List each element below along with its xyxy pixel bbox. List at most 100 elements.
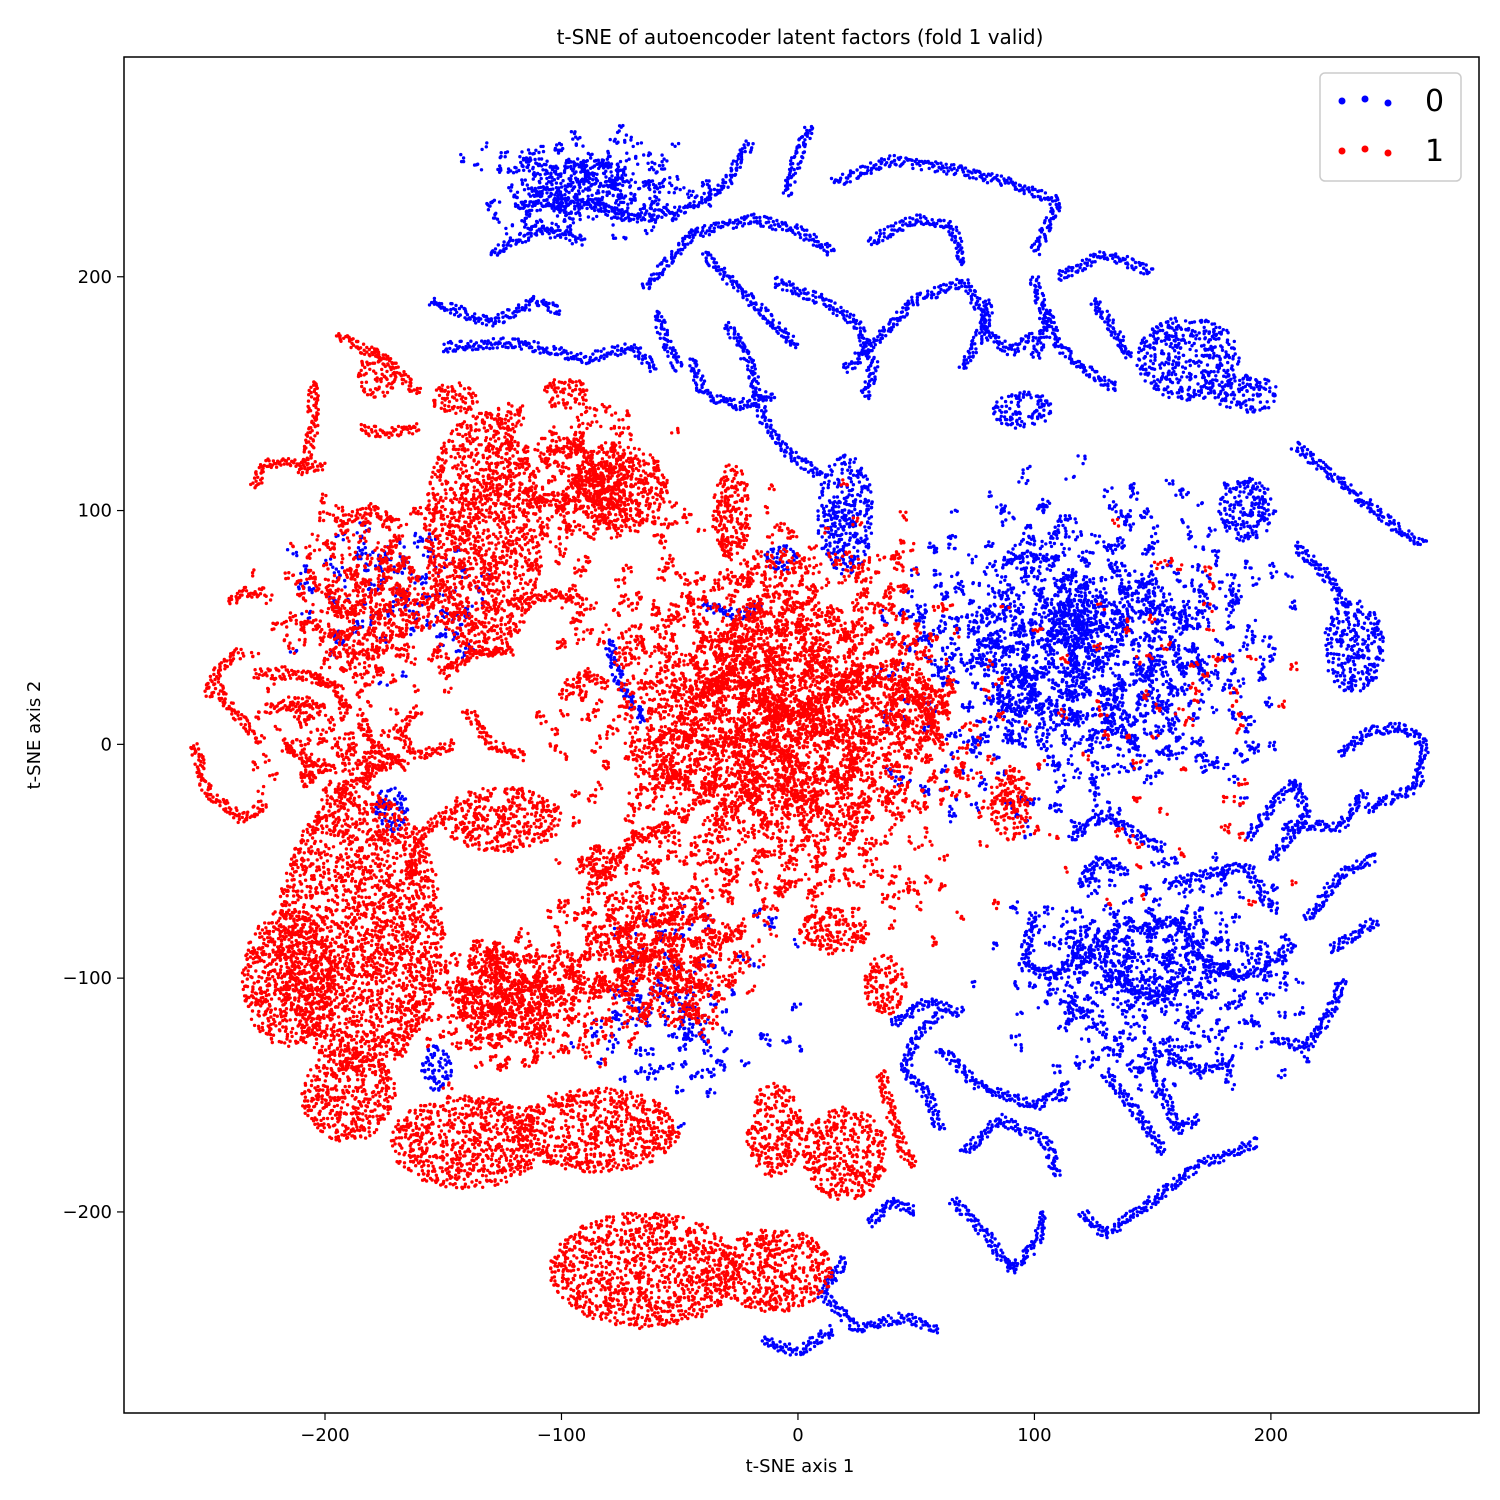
scatter-point: [433, 297, 436, 300]
scatter-point: [860, 487, 863, 490]
scatter-point: [732, 286, 735, 289]
scatter-point: [844, 362, 847, 365]
scatter-point: [721, 225, 724, 228]
scatter-point: [1135, 364, 1138, 367]
scatter-point: [955, 229, 958, 232]
scatter-point: [796, 227, 799, 230]
scatter-point: [645, 209, 648, 212]
scatter-point: [1124, 258, 1127, 261]
scatter-point: [785, 224, 788, 227]
scatter-point: [507, 308, 510, 311]
scatter-point: [781, 288, 784, 291]
scatter-point: [694, 204, 697, 207]
scatter-point: [666, 333, 669, 336]
scatter-point: [837, 527, 840, 530]
scatter-point: [616, 349, 619, 352]
scatter-point: [779, 449, 782, 452]
scatter-point: [910, 299, 913, 302]
scatter-point: [995, 174, 998, 177]
scatter-point: [539, 208, 542, 211]
scatter-point: [803, 138, 806, 141]
scatter-point: [1106, 384, 1109, 387]
scatter-point: [623, 342, 626, 345]
scatter-point: [636, 220, 639, 223]
scatter-point: [716, 394, 719, 397]
scatter-point: [581, 198, 584, 201]
scatter-point: [1098, 250, 1101, 253]
scatter-point: [756, 221, 759, 224]
scatter-point: [744, 139, 747, 142]
scatter-point: [1167, 370, 1170, 373]
scatter-point: [771, 392, 774, 395]
scatter-point: [827, 513, 830, 516]
scatter-point: [981, 318, 984, 321]
scatter-point: [859, 494, 862, 497]
scatter-point: [982, 301, 985, 304]
scatter-point: [833, 540, 836, 543]
scatter-point: [974, 347, 977, 350]
scatter-point: [1110, 334, 1113, 337]
scatter-point: [602, 357, 605, 360]
scatter-point: [730, 162, 733, 165]
scatter-point: [742, 350, 745, 353]
scatter-point: [932, 164, 935, 167]
scatter-point: [1173, 349, 1176, 352]
scatter-point: [1084, 267, 1087, 270]
scatter-point: [844, 514, 847, 517]
scatter-point: [797, 144, 800, 147]
scatter-point: [837, 479, 840, 482]
scatter-point: [842, 454, 845, 457]
scatter-point: [872, 346, 875, 349]
scatter-point: [894, 221, 897, 224]
scatter-point: [783, 454, 786, 457]
scatter-point: [773, 396, 776, 399]
scatter-point: [666, 350, 669, 353]
scatter-point: [879, 232, 882, 235]
scatter-point: [732, 398, 735, 401]
scatter-point: [491, 346, 494, 349]
scatter-point: [530, 346, 533, 349]
scatter-point: [1034, 285, 1037, 288]
scatter-point: [851, 494, 854, 497]
scatter-point: [1206, 363, 1209, 366]
scatter-point: [863, 485, 866, 488]
scatter-point: [916, 296, 919, 299]
scatter-point: [978, 303, 981, 306]
scatter-point: [1171, 363, 1174, 366]
scatter-point: [775, 556, 778, 559]
scatter-point: [676, 360, 679, 363]
scatter-point: [1038, 253, 1041, 256]
scatter-point: [786, 446, 789, 449]
scatter-point: [942, 166, 945, 169]
scatter-point: [960, 240, 963, 243]
scatter-point: [878, 229, 881, 232]
scatter-point: [848, 461, 851, 464]
scatter-point: [959, 237, 962, 240]
scatter-point: [1163, 339, 1166, 342]
scatter-point: [817, 240, 820, 243]
scatter-point: [945, 166, 948, 169]
scatter-point: [951, 235, 954, 238]
scatter-point: [963, 355, 966, 358]
scatter-point: [980, 323, 983, 326]
scatter-point: [867, 517, 870, 520]
scatter-point: [779, 444, 782, 447]
scatter-point: [1215, 379, 1218, 382]
scatter-point: [822, 487, 825, 490]
scatter-point: [1048, 229, 1051, 232]
scatter-point: [968, 351, 971, 354]
scatter-point: [1052, 316, 1055, 319]
scatter-point: [1088, 375, 1091, 378]
scatter-point: [853, 500, 856, 503]
scatter-point: [735, 343, 738, 346]
scatter-point: [469, 340, 472, 343]
scatter-point: [950, 238, 953, 241]
scatter-point: [842, 528, 845, 531]
scatter-point: [602, 347, 605, 350]
scatter-point: [727, 321, 730, 324]
scatter-point: [793, 233, 796, 236]
scatter-point: [901, 306, 904, 309]
scatter-point: [580, 361, 583, 364]
scatter-point: [832, 249, 835, 252]
scatter-point: [440, 302, 443, 305]
